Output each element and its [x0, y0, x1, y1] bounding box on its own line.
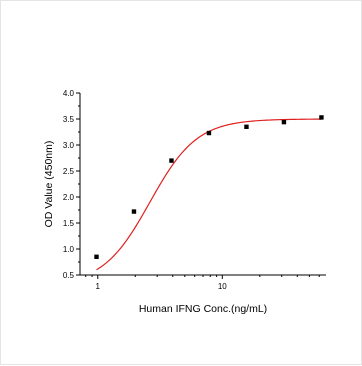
y-tick-label: 0.5: [63, 271, 75, 280]
y-tick-label: 1.0: [63, 245, 75, 254]
data-point: [206, 130, 212, 136]
data-point: [319, 115, 324, 120]
plot-area: 0.5 1.0 1.5 2.0 2.5 3.0 3.5 4.0 1 10: [63, 89, 326, 291]
data-point: [244, 124, 249, 129]
x-tick-label: 1: [96, 282, 101, 291]
x-axis-title: Human IFNG Conc.(ng/mL): [139, 303, 267, 315]
data-point: [169, 158, 174, 163]
y-tick-label: 4.0: [63, 89, 75, 98]
data-points: [94, 115, 324, 259]
y-tick-label: 1.5: [63, 219, 75, 228]
y-tick-label: 3.5: [63, 115, 75, 124]
y-axis-ticks: 0.5 1.0 1.5 2.0 2.5 3.0 3.5 4.0: [63, 89, 80, 280]
data-point: [281, 119, 287, 125]
fit-curve: [96, 118, 322, 271]
x-tick-label: 10: [218, 282, 227, 291]
y-tick-label: 2.5: [63, 167, 75, 176]
y-axis-title: OD Value (450nm): [43, 141, 55, 228]
data-point: [131, 209, 137, 214]
x-axis-ticks: 1 10: [85, 275, 320, 291]
y-tick-label: 2.0: [63, 193, 75, 202]
data-point: [94, 254, 99, 259]
y-tick-label: 3.0: [63, 141, 75, 150]
